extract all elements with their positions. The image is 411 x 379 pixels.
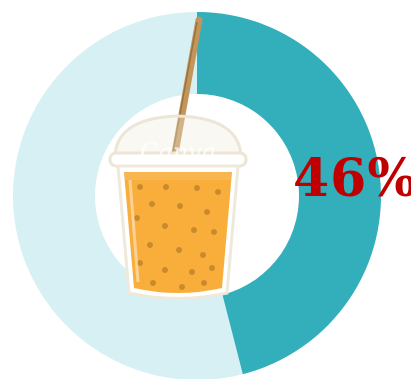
data-label-percent: 46% xyxy=(293,148,411,209)
straw-icon xyxy=(168,16,203,174)
iced-drink-cup-icon xyxy=(108,16,248,300)
donut-segment-highlight xyxy=(197,11,382,375)
watermark-text: Canva xyxy=(140,138,216,166)
donut-segment-rest xyxy=(13,12,243,379)
donut-segments xyxy=(13,11,382,379)
